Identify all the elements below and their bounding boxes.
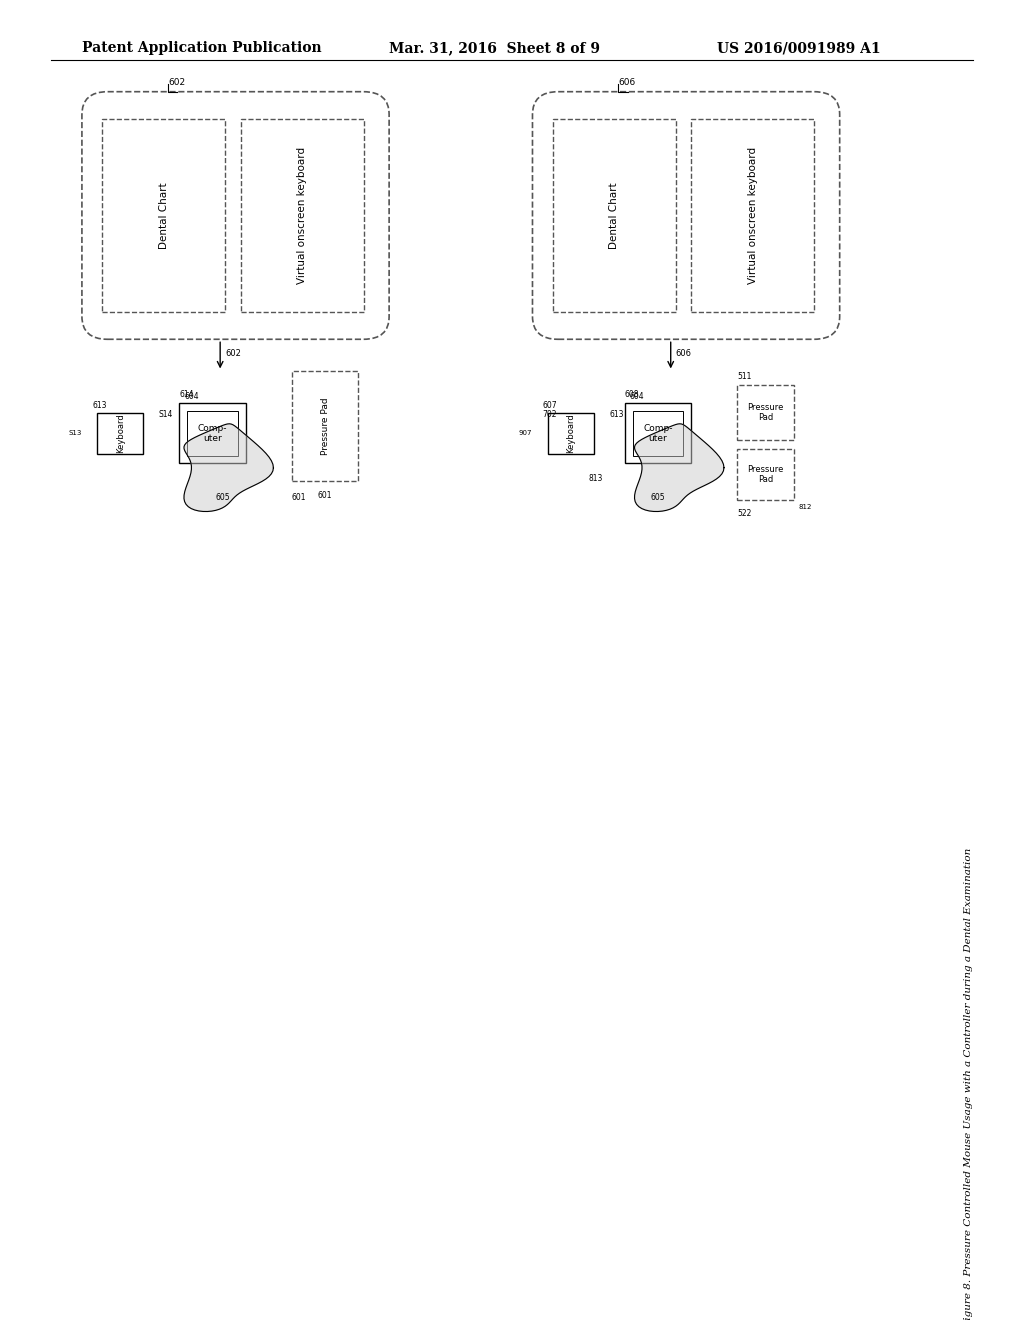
Text: 614: 614 xyxy=(179,389,194,399)
Text: 607: 607 xyxy=(543,401,557,411)
Text: 602: 602 xyxy=(225,348,242,358)
Bar xyxy=(241,119,364,312)
Text: 511: 511 xyxy=(737,371,752,380)
Text: 522: 522 xyxy=(737,510,752,517)
Text: 812: 812 xyxy=(799,504,812,511)
Polygon shape xyxy=(184,424,273,511)
Text: Dental Chart: Dental Chart xyxy=(159,182,169,248)
Text: 702: 702 xyxy=(543,411,557,420)
Text: Comp-
uter: Comp- uter xyxy=(198,424,227,444)
Text: Keyboard: Keyboard xyxy=(116,413,125,453)
Text: US 2016/0091989 A1: US 2016/0091989 A1 xyxy=(717,41,881,55)
Text: 605: 605 xyxy=(215,492,229,502)
Text: 606: 606 xyxy=(618,78,636,87)
Text: 613: 613 xyxy=(92,401,106,411)
Text: 604: 604 xyxy=(184,392,199,401)
Polygon shape xyxy=(635,424,724,511)
Text: Keyboard: Keyboard xyxy=(566,413,575,453)
Bar xyxy=(179,404,246,463)
Bar xyxy=(102,119,225,312)
Text: Pressure
Pad: Pressure Pad xyxy=(748,403,783,422)
Bar xyxy=(737,385,794,440)
Text: Dental Chart: Dental Chart xyxy=(609,182,620,248)
Bar xyxy=(691,119,814,312)
Text: S13: S13 xyxy=(69,430,82,437)
Text: 601: 601 xyxy=(292,492,306,502)
Text: Mar. 31, 2016  Sheet 8 of 9: Mar. 31, 2016 Sheet 8 of 9 xyxy=(389,41,600,55)
Text: 606: 606 xyxy=(676,348,692,358)
Bar xyxy=(292,371,358,482)
Text: Patent Application Publication: Patent Application Publication xyxy=(82,41,322,55)
Bar xyxy=(97,413,143,454)
Text: Virtual onscreen keyboard: Virtual onscreen keyboard xyxy=(297,147,307,284)
Text: Comp-
uter: Comp- uter xyxy=(643,424,673,444)
Bar xyxy=(737,449,794,500)
Text: Pressure
Pad: Pressure Pad xyxy=(748,465,783,484)
Bar xyxy=(548,413,594,454)
Text: Figure 8. Pressure Controlled Mouse Usage with a Controller during a Dental Exam: Figure 8. Pressure Controlled Mouse Usag… xyxy=(964,849,973,1320)
Text: 907: 907 xyxy=(519,430,532,437)
Bar xyxy=(553,119,676,312)
Bar xyxy=(633,411,683,455)
Text: 605: 605 xyxy=(650,492,665,502)
Text: 601: 601 xyxy=(317,491,333,499)
Text: 613: 613 xyxy=(609,411,624,420)
Bar xyxy=(187,411,238,455)
Text: 602: 602 xyxy=(168,78,185,87)
Text: Virtual onscreen keyboard: Virtual onscreen keyboard xyxy=(748,147,758,284)
Text: 604: 604 xyxy=(630,392,644,401)
Text: S14: S14 xyxy=(159,411,173,420)
Bar xyxy=(625,404,691,463)
Text: Pressure Pad: Pressure Pad xyxy=(321,397,330,455)
Text: 813: 813 xyxy=(589,474,603,483)
Text: 608: 608 xyxy=(625,389,639,399)
